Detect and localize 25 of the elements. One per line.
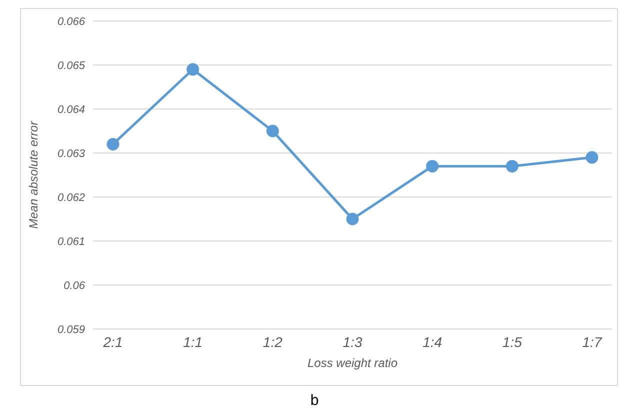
x-tick-label: 1:5 [502,334,522,350]
y-tick-label: 0.062 [57,192,85,204]
point [506,160,518,172]
point [106,138,120,150]
point [586,151,598,164]
point [266,124,279,138]
point [186,63,200,76]
y-tick-label: 0.066 [57,16,86,28]
x-tick-label: 2:1 [102,334,123,350]
y-tick-label: 0.064 [57,104,85,116]
y-tick-label: 0.06 [64,280,86,292]
x-tick-label: 1:3 [342,334,362,350]
y-axis-title: Mean absolute error [26,120,40,229]
point [346,212,359,226]
x-tick-label: 1:1 [183,334,203,350]
y-tick-label: 0.061 [57,236,85,248]
y-tick-label: 0.065 [57,60,86,72]
x-tick-label: 1:7 [582,334,603,350]
x-tick-label: 1:4 [422,334,442,350]
text: b [309,392,320,409]
point [426,160,439,172]
y-tick-label: 0.063 [57,148,86,160]
x-axis-title: Loss weight ratio [307,356,398,370]
y-tick-label: 0.059 [57,324,85,336]
x-tick-label: 1:2 [262,334,283,350]
